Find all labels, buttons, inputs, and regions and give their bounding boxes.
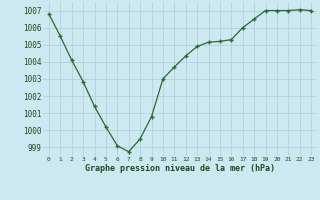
X-axis label: Graphe pression niveau de la mer (hPa): Graphe pression niveau de la mer (hPa) (85, 164, 275, 173)
